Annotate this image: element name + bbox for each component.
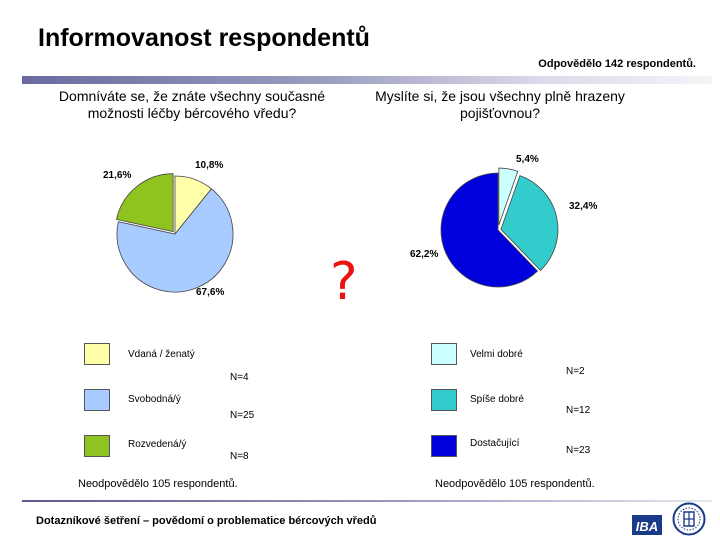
pie-label: 32,4% [569,201,598,212]
legend-label: Velmi dobré [470,349,523,360]
university-seal [672,502,706,536]
page-title: Informovanost respondentů [38,24,370,52]
no-response-note: Neodpovědělo 105 respondentů. [435,478,595,490]
pie-label: 67,6% [196,287,225,298]
footer-divider [22,500,712,502]
title-divider [22,76,712,84]
legend-swatch [431,389,457,411]
pie-slice [116,188,234,293]
pie-charts [115,167,559,293]
pie-slice [115,173,174,233]
respondent-count: Odpovědělo 142 respondentů. [538,58,696,70]
footer-text: Dotazníkové šetření – povědomí o problem… [36,515,377,527]
pie-label: 21,6% [103,170,132,181]
iba-logo: IBA [632,505,662,535]
count-label: N=25 [230,410,255,421]
legend-label: Spíše dobré [470,394,524,405]
count-label: N=8 [230,451,249,462]
pie-label: 5,4% [516,154,539,165]
pie-slice [440,172,539,288]
legend-label: Vdaná / ženatý [128,349,195,360]
legend-swatch [431,435,457,457]
count-label: N=4 [230,372,249,383]
logo-text: IBA [636,519,658,534]
pie-slice [498,167,519,226]
legend-swatch [84,343,110,365]
legend-label: Svobodná/ý [128,394,181,405]
legend-label: Rozvedená/ý [128,439,187,450]
legend-swatch [84,435,110,457]
count-label: N=2 [566,366,585,377]
legend-swatch [84,389,110,411]
count-label: N=12 [566,405,591,416]
no-response-note: Neodpovědělo 105 respondentů. [78,478,238,490]
legend-swatch [431,343,457,365]
pie-label: 10,8% [195,160,224,171]
left-question: Domníváte se, že znáte všechny současné … [58,88,326,121]
legend-label: Dostačující [470,438,520,449]
right-question: Myslíte si, že jsou všechny plně hrazeny… [375,88,625,121]
count-label: N=23 [566,445,591,456]
question-mark: ? [330,252,358,312]
pie-slice [500,175,559,271]
pie-label: 62,2% [410,249,439,260]
